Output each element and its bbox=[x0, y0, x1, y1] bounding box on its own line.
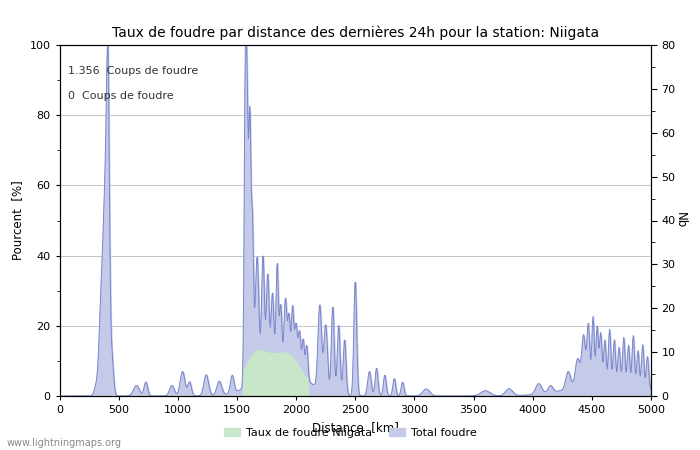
Legend: Taux de foudre Niigata, Total foudre: Taux de foudre Niigata, Total foudre bbox=[219, 423, 481, 442]
Y-axis label: Nb: Nb bbox=[673, 212, 687, 229]
Text: www.lightningmaps.org: www.lightningmaps.org bbox=[7, 438, 122, 448]
X-axis label: Distance  [km]: Distance [km] bbox=[312, 421, 399, 434]
Text: 1.356  Coups de foudre: 1.356 Coups de foudre bbox=[69, 66, 199, 76]
Y-axis label: Pourcent  [%]: Pourcent [%] bbox=[11, 180, 24, 261]
Text: 0  Coups de foudre: 0 Coups de foudre bbox=[69, 90, 174, 101]
Title: Taux de foudre par distance des dernières 24h pour la station: Niigata: Taux de foudre par distance des dernière… bbox=[112, 25, 598, 40]
